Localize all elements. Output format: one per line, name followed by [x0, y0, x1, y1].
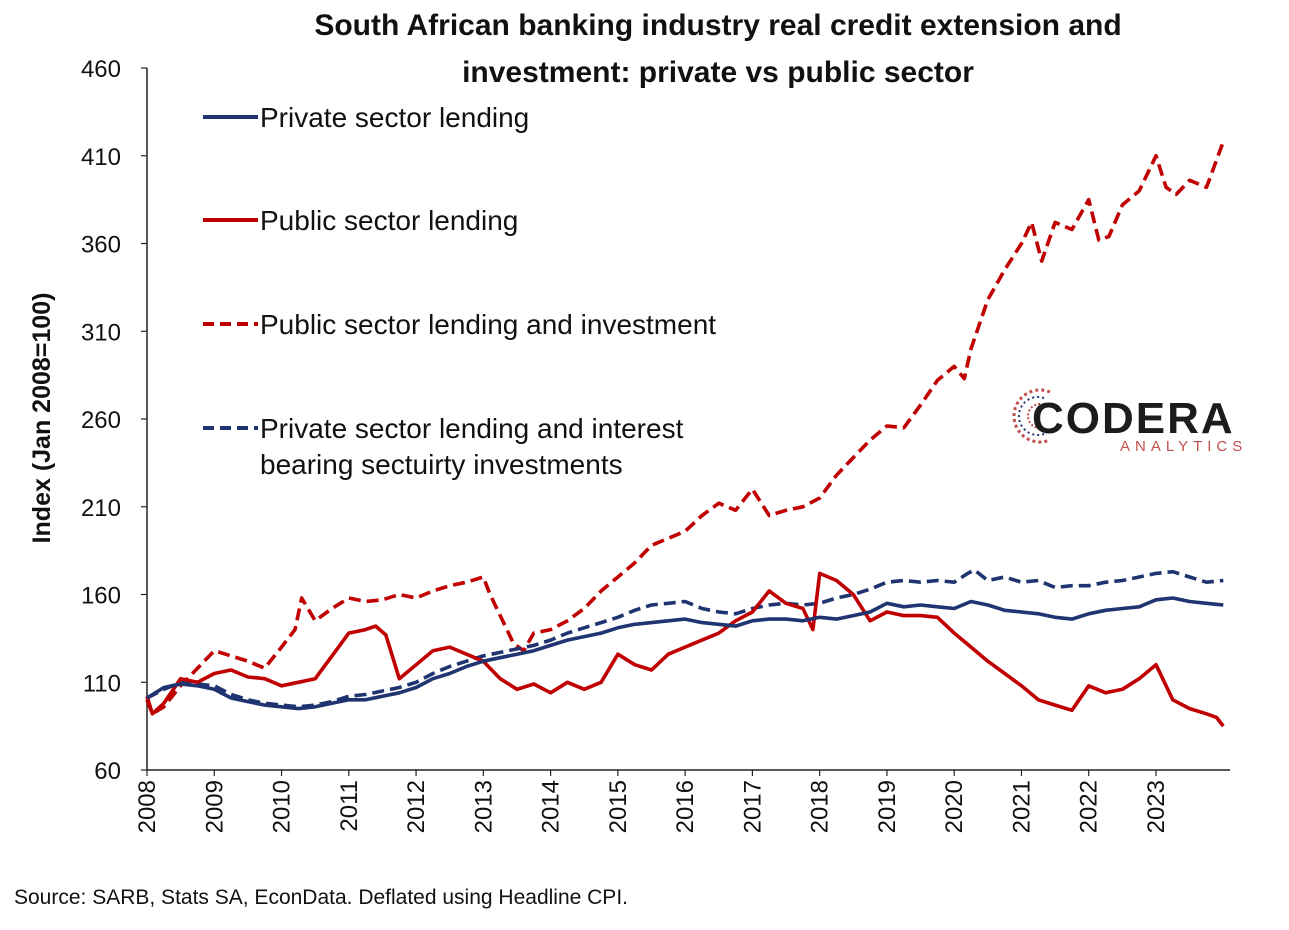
x-tick-label: 2016 — [672, 780, 699, 833]
chart-title-line-1: South African banking industry real cred… — [314, 9, 1121, 42]
legend: Private sector lending Public sector lend… — [203, 102, 716, 480]
legend-label-3: Private sector lending and interest — [260, 413, 684, 444]
series-line-1 — [145, 571, 1225, 728]
x-tick-label: 2017 — [739, 780, 766, 833]
x-tick-label: 2008 — [134, 780, 161, 833]
y-tick-label: 60 — [94, 758, 121, 785]
chart-title-line-2: investment: private vs public sector — [462, 56, 974, 89]
y-tick-label: 210 — [81, 495, 121, 522]
y-tick-label: 360 — [81, 232, 121, 259]
x-tick-label: 2022 — [1076, 780, 1103, 833]
y-tick-label: 460 — [81, 56, 121, 83]
y-tick-label: 110 — [83, 670, 121, 697]
series-line-2 — [145, 141, 1225, 716]
x-tick-label: 2023 — [1143, 780, 1170, 833]
y-axis-ticks: 60 110 160 210 260 310 360 410 460 — [81, 56, 147, 785]
y-tick-label: 410 — [81, 144, 121, 171]
legend-label-0: Private sector lending — [260, 102, 529, 133]
y-tick-label: 260 — [81, 407, 121, 434]
x-tick-label: 2018 — [807, 780, 834, 833]
y-tick-label: 310 — [81, 319, 121, 346]
legend-label-2: Public sector lending and investment — [260, 309, 716, 340]
y-axis-label: Index (Jan 2008=100) — [28, 293, 56, 544]
series-line-3 — [146, 568, 1224, 709]
x-tick-label: 2020 — [941, 780, 968, 833]
logo-mark-icon — [1012, 388, 1051, 444]
logo-subtitle: ANALYTICS — [1120, 438, 1247, 455]
series-layer — [145, 141, 1225, 728]
x-tick-label: 2019 — [874, 780, 901, 833]
series-line-0 — [146, 596, 1224, 711]
legend-label-1: Public sector lending — [260, 205, 518, 236]
codera-logo: CODERA ANALYTICS — [1012, 388, 1247, 455]
logo-name: CODERA — [1032, 394, 1235, 443]
x-tick-label: 2012 — [403, 780, 430, 833]
x-tick-label: 2011 — [336, 780, 363, 832]
x-axis-ticks: 2008 2009 2010 2011 2012 2013 2014 2015 2016 2017… — [134, 770, 1170, 833]
x-tick-label: 2013 — [470, 780, 497, 833]
x-tick-label: 2010 — [269, 780, 296, 833]
x-tick-label: 2021 — [1008, 780, 1035, 833]
x-tick-label: 2014 — [538, 780, 565, 833]
legend-label-3: bearing sectuirty investments — [260, 449, 623, 480]
x-tick-label: 2015 — [605, 780, 632, 833]
source-note: Source: SARB, Stats SA, EconData. Deflat… — [14, 886, 628, 909]
y-tick-label: 160 — [81, 583, 121, 610]
x-tick-label: 2009 — [201, 780, 228, 833]
